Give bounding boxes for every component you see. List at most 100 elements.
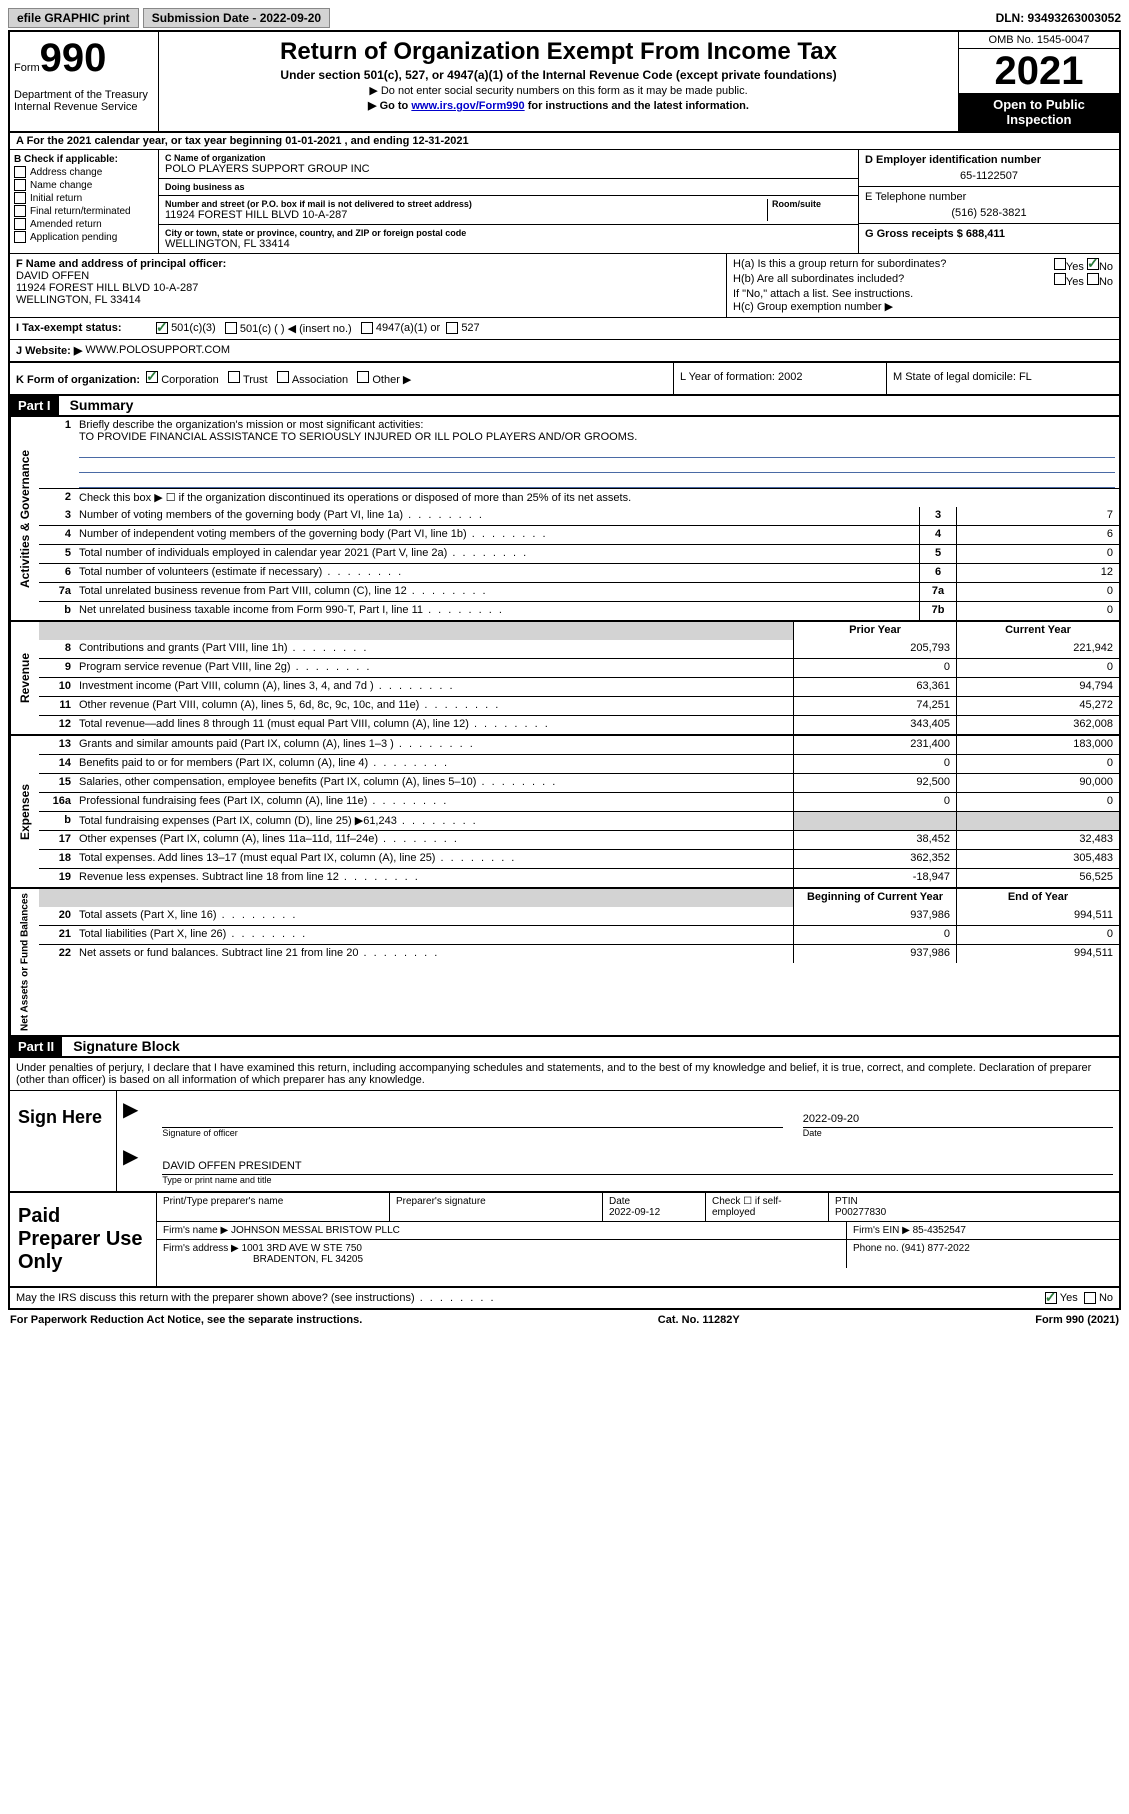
line-num: 7a — [39, 583, 75, 601]
prior-value: 937,986 — [793, 945, 956, 963]
summary-expenses: Expenses 13 Grants and similar amounts p… — [8, 736, 1121, 889]
efile-button[interactable]: efile GRAPHIC print — [8, 8, 139, 28]
col-b-checkboxes: B Check if applicable: Address change Na… — [10, 150, 159, 253]
chk-other[interactable] — [357, 371, 369, 383]
chk-501c3[interactable] — [156, 322, 168, 334]
hb-yes-chk[interactable] — [1054, 273, 1066, 285]
dba-label: Doing business as — [165, 182, 852, 192]
chk-application-pending[interactable] — [14, 231, 26, 243]
line-label: Investment income (Part VIII, column (A)… — [75, 678, 793, 696]
sig-officer-caption: Signature of officer — [162, 1128, 782, 1138]
arrow-icon: ▶ — [123, 1144, 138, 1185]
prior-value: 362,352 — [793, 850, 956, 868]
form-note-2: ▶ Go to www.irs.gov/Form990 for instruct… — [167, 99, 950, 112]
hb-no-chk[interactable] — [1087, 273, 1099, 285]
line-value: 6 — [956, 526, 1119, 544]
line-num: 21 — [39, 926, 75, 944]
chk-amended-return[interactable] — [14, 218, 26, 230]
line-num: 22 — [39, 945, 75, 963]
year-formation: L Year of formation: 2002 — [674, 363, 887, 394]
current-value: 45,272 — [956, 697, 1119, 715]
line-label: Total expenses. Add lines 13–17 (must eq… — [75, 850, 793, 868]
block-fh: F Name and address of principal officer:… — [8, 254, 1121, 318]
line-label: Contributions and grants (Part VIII, lin… — [75, 640, 793, 658]
hdr-beginning: Beginning of Current Year — [793, 889, 956, 907]
cat-no: Cat. No. 11282Y — [658, 1314, 740, 1326]
line-label: Other expenses (Part IX, column (A), lin… — [75, 831, 793, 849]
sign-here-label: Sign Here — [10, 1091, 117, 1191]
firm-addr2: BRADENTON, FL 34205 — [253, 1254, 363, 1265]
pra-notice: For Paperwork Reduction Act Notice, see … — [10, 1314, 362, 1326]
col-b-title: B Check if applicable: — [14, 154, 154, 165]
city-value: WELLINGTON, FL 33414 — [165, 238, 852, 250]
line-num: b — [39, 812, 75, 830]
submission-date-button[interactable]: Submission Date - 2022-09-20 — [143, 8, 330, 28]
chk-initial-return[interactable] — [14, 192, 26, 204]
line-box: 6 — [919, 564, 956, 582]
line-num: 10 — [39, 678, 75, 696]
penalty-statement: Under penalties of perjury, I declare th… — [8, 1058, 1121, 1091]
irs-link[interactable]: www.irs.gov/Form990 — [411, 100, 524, 112]
ein-value: 65-1122507 — [865, 170, 1113, 182]
chk-527[interactable] — [446, 322, 458, 334]
firm-name: JOHNSON MESSAL BRISTOW PLLC — [231, 1225, 400, 1236]
gross-receipts: G Gross receipts $ 688,411 — [865, 228, 1113, 240]
chk-label: Name change — [30, 180, 92, 191]
addr-value: 11924 FOREST HILL BLVD 10-A-287 — [165, 209, 767, 221]
sig-name-caption: Type or print name and title — [162, 1175, 1113, 1185]
line-box: 3 — [919, 507, 956, 525]
phone-value: (516) 528-3821 — [865, 207, 1113, 219]
line-num: 16a — [39, 793, 75, 811]
chk-501c[interactable] — [225, 322, 237, 334]
side-net-assets: Net Assets or Fund Balances — [10, 889, 39, 1035]
hb-note: If "No," attach a list. See instructions… — [733, 288, 1113, 300]
form-label: Form990 — [14, 36, 154, 81]
part-ii-tag: Part II — [10, 1037, 62, 1056]
line-value: 0 — [956, 545, 1119, 563]
firm-phone: (941) 877-2022 — [901, 1243, 969, 1254]
paid-preparer-block: Paid Preparer Use Only Print/Type prepar… — [8, 1193, 1121, 1288]
prep-date: 2022-09-12 — [609, 1207, 660, 1218]
hdr-current-year: Current Year — [956, 622, 1119, 640]
ptin-label: PTIN — [835, 1196, 858, 1207]
col-h: H(a) Is this a group return for subordin… — [727, 254, 1119, 317]
prior-value: 343,405 — [793, 716, 956, 734]
prior-value: 0 — [793, 659, 956, 677]
prior-value: -18,947 — [793, 869, 956, 887]
chk-4947[interactable] — [361, 322, 373, 334]
line-num: 20 — [39, 907, 75, 925]
chk-name-change[interactable] — [14, 179, 26, 191]
footer-last: For Paperwork Reduction Act Notice, see … — [8, 1310, 1121, 1330]
discuss-yes-chk[interactable] — [1045, 1292, 1057, 1304]
form-subtitle: Under section 501(c), 527, or 4947(a)(1)… — [167, 68, 950, 82]
hdr-prior-year: Prior Year — [793, 622, 956, 640]
sig-date-caption: Date — [803, 1128, 1113, 1138]
ha-no-chk[interactable] — [1087, 258, 1099, 270]
line-label: Other revenue (Part VIII, column (A), li… — [75, 697, 793, 715]
chk-corp[interactable] — [146, 371, 158, 383]
part-i-tag: Part I — [10, 396, 59, 415]
discuss-no-chk[interactable] — [1084, 1292, 1096, 1304]
current-value: 90,000 — [956, 774, 1119, 792]
prior-value: 63,361 — [793, 678, 956, 696]
current-value: 94,794 — [956, 678, 1119, 696]
chk-final-return[interactable] — [14, 205, 26, 217]
prior-value: 0 — [793, 755, 956, 773]
ptin-value: P00277830 — [835, 1207, 886, 1218]
row-k-label: K Form of organization: — [16, 374, 140, 386]
line1-label: Briefly describe the organization's miss… — [79, 419, 1115, 431]
line-label: Total number of individuals employed in … — [75, 545, 919, 563]
firm-name-label: Firm's name ▶ — [163, 1225, 228, 1236]
chk-address-change[interactable] — [14, 166, 26, 178]
prior-value: 92,500 — [793, 774, 956, 792]
ha-yes-chk[interactable] — [1054, 258, 1066, 270]
line-num: 4 — [39, 526, 75, 544]
line-value: 0 — [956, 602, 1119, 620]
hc-label: H(c) Group exemption number ▶ — [733, 300, 1113, 313]
current-value: 56,525 — [956, 869, 1119, 887]
firm-addr1: 1001 3RD AVE W STE 750 — [242, 1243, 362, 1254]
line-box: 7b — [919, 602, 956, 620]
chk-trust[interactable] — [228, 371, 240, 383]
chk-assoc[interactable] — [277, 371, 289, 383]
form-header: Form990 Department of the Treasury Inter… — [8, 30, 1121, 133]
